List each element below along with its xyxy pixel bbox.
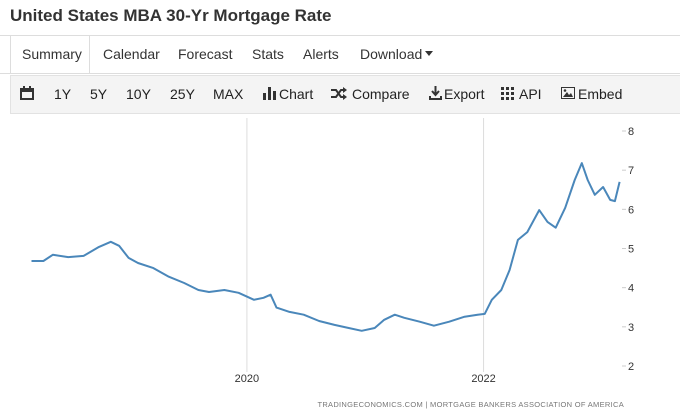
tab[interactable]: Summary [22, 46, 82, 62]
y-tick-label: 5 [628, 244, 634, 256]
toolbar-button[interactable]: Export [444, 86, 485, 102]
x-tick-label: 2022 [471, 373, 495, 385]
toolbar: 1Y 5Y 10Y 25Y MAX Chart Compare Export A… [10, 75, 680, 114]
tab[interactable]: Forecast [178, 46, 233, 62]
data-line [31, 162, 621, 332]
y-tick-label: 3 [628, 322, 634, 334]
range-button[interactable]: 5Y [90, 86, 108, 102]
tab-bar: Summary Calendar Forecast Stats Alerts D… [0, 35, 680, 74]
tab[interactable]: Calendar [103, 46, 160, 62]
chart: 2020 2022 2 3 4 5 6 7 8 TRADINGECONOMICS.COM | MO… [31, 118, 634, 409]
toolbar-button[interactable]: Compare [352, 86, 410, 102]
y-tick-label: 6 [628, 204, 634, 216]
range-button[interactable]: 1Y [54, 86, 72, 102]
y-tick-label: 8 [628, 126, 634, 138]
embed-icon [561, 87, 575, 99]
page-title: United States MBA 30-Yr Mortgage Rate [10, 6, 332, 25]
tab[interactable]: Stats [252, 46, 284, 62]
tab[interactable]: Alerts [303, 46, 339, 62]
y-tick-label: 4 [628, 283, 634, 295]
y-tick-label: 7 [628, 165, 634, 177]
tab[interactable]: Download [360, 46, 423, 62]
x-tick-label: 2020 [235, 373, 259, 385]
range-button[interactable]: 10Y [126, 86, 151, 102]
range-button[interactable]: 25Y [170, 86, 195, 102]
range-button[interactable]: MAX [213, 86, 244, 102]
source-note: TRADINGECONOMICS.COM | MORTGAGE BANKERS … [317, 400, 624, 409]
compare-icon [331, 87, 347, 100]
export-icon [429, 86, 442, 100]
toolbar-button[interactable]: Embed [578, 86, 623, 102]
toolbar-button[interactable]: API [519, 86, 542, 102]
calendar-icon[interactable] [20, 86, 34, 100]
chart-icon [263, 87, 276, 100]
api-icon [501, 87, 514, 100]
toolbar-button[interactable]: Chart [279, 86, 314, 102]
y-tick-label: 2 [628, 361, 634, 373]
dropdown-caret [425, 51, 433, 56]
